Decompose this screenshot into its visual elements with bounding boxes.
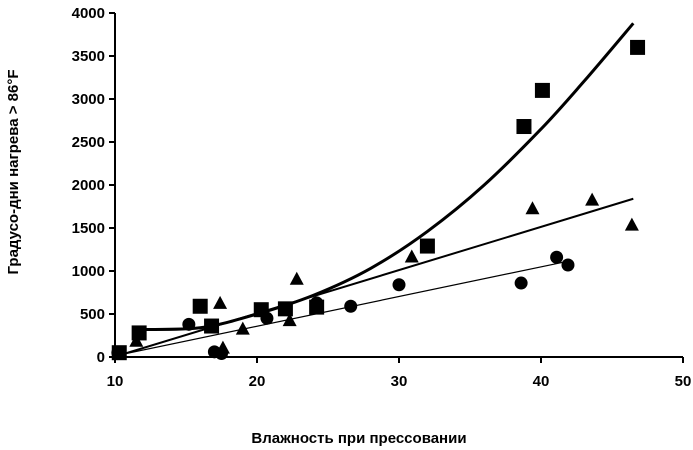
y-tick-label: 2500 bbox=[72, 134, 105, 151]
circle-marker bbox=[111, 346, 125, 360]
circle-marker bbox=[392, 278, 406, 292]
circle-marker bbox=[182, 317, 196, 331]
square-marker bbox=[192, 298, 208, 314]
y-tick-label: 4000 bbox=[72, 5, 105, 22]
x-tick-label: 10 bbox=[107, 373, 124, 390]
triangle-marker bbox=[235, 321, 250, 335]
triangle-series-trend bbox=[121, 197, 634, 356]
triangle-marker bbox=[525, 201, 540, 215]
triangle-marker bbox=[404, 249, 419, 263]
y-tick-label: 1000 bbox=[72, 263, 105, 280]
circle-series-trend bbox=[121, 261, 563, 356]
x-tick-label: 50 bbox=[675, 373, 692, 390]
circle-marker bbox=[260, 311, 274, 325]
square-marker bbox=[516, 119, 532, 135]
y-tick-label: 3500 bbox=[72, 48, 105, 65]
x-tick-label: 30 bbox=[391, 373, 408, 390]
triangle-marker bbox=[213, 295, 228, 309]
data-markers bbox=[111, 39, 646, 361]
square-series-trend bbox=[136, 22, 635, 331]
triangle-marker bbox=[129, 333, 144, 347]
triangle-marker bbox=[282, 313, 297, 327]
square-marker bbox=[204, 318, 220, 334]
y-tick-label: 1500 bbox=[72, 220, 105, 237]
square-marker bbox=[277, 301, 293, 317]
x-tick-label: 40 bbox=[533, 373, 550, 390]
y-axis-title: Градусо-дни нагрева > 86°F bbox=[5, 69, 22, 274]
square-marker bbox=[131, 325, 147, 341]
square-marker bbox=[534, 82, 550, 98]
circle-marker bbox=[561, 258, 575, 272]
axes: 0 500 1000 1500 2000 2500 3000 3500 4000 10 20 30 40… bbox=[72, 5, 692, 390]
y-tick-label: 2000 bbox=[72, 177, 105, 194]
triangle-marker bbox=[289, 271, 304, 285]
x-axis-title: Влажность при прессовании bbox=[251, 430, 466, 447]
circle-marker bbox=[215, 347, 228, 361]
circle-marker bbox=[344, 299, 358, 313]
square-marker bbox=[419, 238, 435, 254]
circle-marker bbox=[310, 296, 324, 310]
circle-marker bbox=[514, 276, 528, 290]
triangle-marker bbox=[624, 217, 639, 231]
circle-marker bbox=[550, 250, 564, 264]
y-tick-label: 500 bbox=[80, 306, 105, 323]
y-tick-label: 3000 bbox=[72, 91, 105, 108]
x-tick-label: 20 bbox=[249, 373, 266, 390]
triangle-marker bbox=[585, 192, 600, 206]
square-marker bbox=[630, 39, 646, 55]
y-tick-label: 0 bbox=[97, 349, 105, 366]
